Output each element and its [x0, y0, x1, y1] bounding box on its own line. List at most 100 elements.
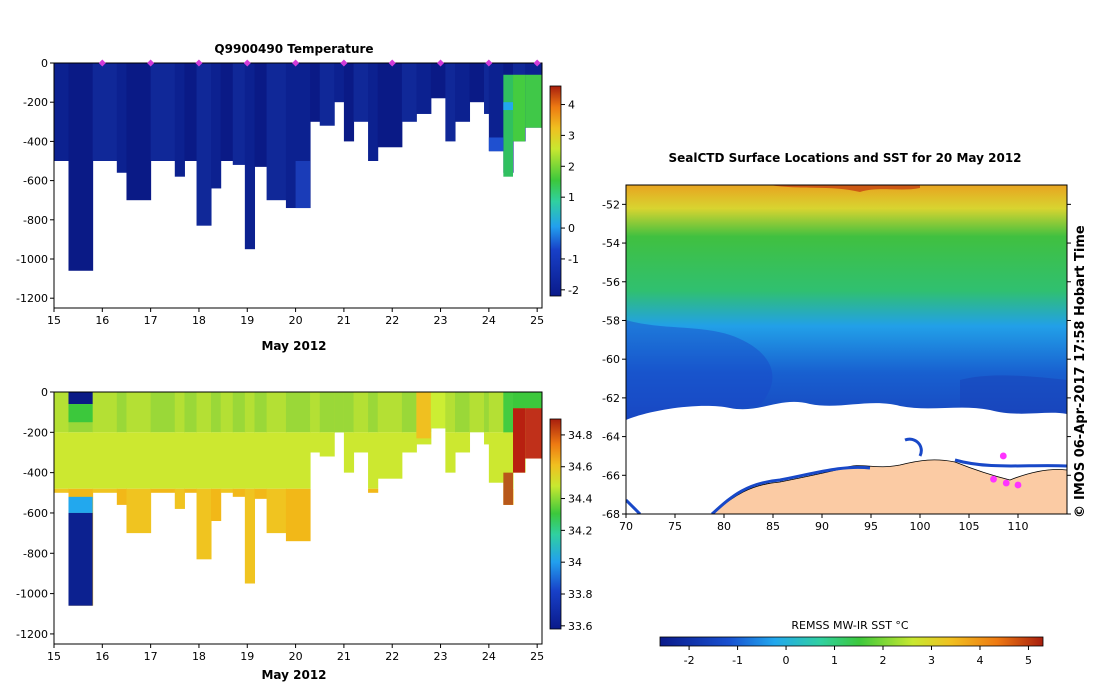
- salinity-cell: [513, 392, 542, 409]
- temperature-colorbar: [549, 85, 562, 297]
- seal-location-markers: [990, 452, 1022, 489]
- temperature-cell: [54, 63, 69, 161]
- coastal-sst-rim-west: [626, 498, 642, 514]
- sst-map-field: [626, 185, 1067, 514]
- salinity-cell: [503, 472, 514, 505]
- y-tick-label: -200: [23, 96, 48, 109]
- salinity-cell: [126, 488, 152, 534]
- y-tick-label: -400: [23, 135, 48, 148]
- salinity-cell: [244, 488, 256, 584]
- y-tick-label: -800: [23, 547, 48, 560]
- temperature-cell: [266, 63, 287, 201]
- salinity-cell: [525, 408, 542, 459]
- temperature-cell: [211, 63, 222, 189]
- temperature-chart-title: Q9900490 Temperature: [214, 42, 373, 56]
- colorbar-tick-label: 34.2: [568, 524, 593, 537]
- x-tick-label: 18: [192, 314, 206, 327]
- salinity-cell: [244, 432, 256, 489]
- salinity-cell: [92, 488, 118, 493]
- salinity-cell: [353, 432, 369, 453]
- x-tick-label: 24: [482, 314, 496, 327]
- sst-colorbar: [659, 636, 1044, 647]
- salinity-cell: [319, 432, 335, 457]
- salinity-cell: [455, 392, 471, 433]
- longitude-tick-label: 110: [1008, 520, 1029, 533]
- salinity-cell: [503, 392, 514, 433]
- temperature-cell: [377, 63, 403, 148]
- salinity-x-axis-label: May 2012: [261, 668, 326, 682]
- salinity-cell: [211, 432, 222, 489]
- salinity-cell: [126, 392, 152, 433]
- profile-marker: [437, 59, 445, 67]
- salinity-cell: [503, 432, 514, 489]
- colorbar-tick-label: 4: [568, 99, 575, 112]
- colorbar-tick-label: -1: [568, 253, 579, 266]
- sst-colorbar-tick-label: 4: [976, 654, 983, 667]
- x-tick-label: 17: [144, 314, 158, 327]
- x-tick-label: 22: [385, 314, 399, 327]
- x-tick-label: 24: [482, 650, 496, 663]
- cold-sst-patch-east: [960, 375, 1067, 420]
- latitude-tick-label: -60: [602, 353, 620, 366]
- longitude-tick-label: 90: [815, 520, 829, 533]
- temperature-cell: [513, 74, 526, 142]
- latitude-tick-label: -56: [602, 276, 620, 289]
- colorbar-tick-label: 34.6: [568, 461, 593, 474]
- y-tick-label: -800: [23, 214, 48, 227]
- salinity-cell: [184, 432, 198, 489]
- temperature-cell: [416, 63, 432, 114]
- latitude-tick-label: -68: [602, 508, 620, 521]
- longitude-tick-label: 75: [668, 520, 682, 533]
- salinity-cell: [150, 432, 176, 489]
- temperature-cell: [232, 63, 246, 165]
- temperature-cell: [353, 63, 369, 122]
- salinity-cell: [455, 432, 471, 453]
- salinity-cell: [54, 488, 69, 493]
- salinity-cell: [254, 392, 268, 433]
- salinity-cell: [174, 488, 185, 509]
- colorbar-tick-label: 34: [568, 556, 582, 569]
- temperature-x-axis-label: May 2012: [261, 339, 326, 353]
- salinity-cell: [220, 392, 234, 433]
- map-title: SealCTD Surface Locations and SST for 20…: [668, 151, 1021, 165]
- temperature-cell: [503, 102, 514, 111]
- seal-location-marker: [1002, 479, 1010, 487]
- salinity-cell: [445, 432, 456, 473]
- sst-colorbar-tick-label: -1: [732, 654, 743, 667]
- y-tick-label: 0: [41, 57, 48, 70]
- antarctic-land: [711, 459, 1067, 514]
- salinity-cell: [220, 488, 234, 493]
- temperature-section-cells: [54, 63, 543, 271]
- temperature-cell: [430, 63, 446, 99]
- y-tick-label: -1000: [16, 253, 48, 266]
- sst-colorbar-tick-label: 0: [783, 654, 790, 667]
- salinity-cell: [211, 488, 222, 522]
- sst-map-panel: SealCTD Surface Locations and SST for 20…: [602, 151, 1088, 667]
- x-tick-label: 15: [47, 650, 61, 663]
- latitude-tick-label: -52: [602, 198, 620, 211]
- salinity-cell: [353, 392, 369, 433]
- y-tick-label: -1200: [16, 292, 48, 305]
- profile-marker: [147, 59, 155, 67]
- temperature-cell: [295, 161, 311, 209]
- salinity-cell: [368, 392, 379, 433]
- salinity-cell: [92, 392, 118, 433]
- temperature-cell: [334, 63, 345, 103]
- salinity-cell: [401, 432, 417, 453]
- profile-marker: [485, 59, 493, 67]
- temperature-cell: [488, 63, 504, 152]
- longitude-tick-label: 100: [910, 520, 931, 533]
- seal-location-marker: [1014, 481, 1022, 489]
- salinity-cell: [232, 488, 246, 497]
- y-tick-label: -1200: [16, 628, 48, 641]
- salinity-cell: [310, 392, 321, 433]
- temperature-cell: [488, 137, 504, 152]
- salinity-cell: [469, 392, 485, 433]
- temperature-cell: [174, 63, 185, 177]
- temperature-cell: [401, 63, 417, 122]
- y-tick-label: -600: [23, 175, 48, 188]
- salinity-cell: [254, 432, 268, 489]
- salinity-cell: [266, 488, 287, 534]
- temperature-cell: [525, 74, 542, 128]
